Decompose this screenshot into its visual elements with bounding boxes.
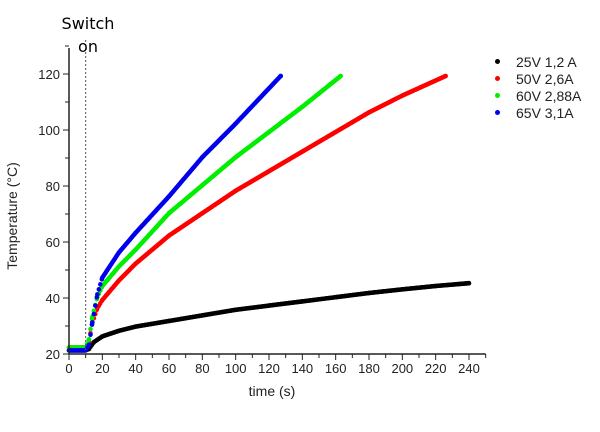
- x-tick-label: 20: [95, 361, 109, 376]
- x-tick-label: 40: [128, 361, 142, 376]
- legend-item: 65V 3,1A: [495, 104, 581, 121]
- legend-marker-icon: [495, 93, 500, 98]
- x-axis-label: time (s): [249, 383, 296, 399]
- y-axis-label: Temperature (°C): [4, 162, 20, 270]
- x-tick-label: 160: [325, 361, 347, 376]
- y-tick-label: 100: [38, 123, 60, 138]
- x-tick-label: 140: [291, 361, 313, 376]
- x-tick-label: 220: [425, 361, 447, 376]
- switch-label-line2: on: [78, 37, 98, 56]
- y-tick-label: 20: [46, 347, 60, 362]
- x-tick-label: 120: [258, 361, 280, 376]
- x-tick-label: 60: [162, 361, 176, 376]
- y-tick-label: 120: [38, 67, 60, 82]
- legend-item: 50V 2,6A: [495, 70, 581, 87]
- y-tick-label: 80: [46, 179, 60, 194]
- legend-label: 50V 2,6A: [516, 70, 574, 87]
- legend-item: 60V 2,88A: [495, 87, 581, 104]
- series-2: [66, 73, 343, 350]
- x-tick-label: 80: [195, 361, 209, 376]
- y-tick-label: 60: [46, 235, 60, 250]
- legend-label: 25V 1,2 A: [516, 53, 577, 70]
- legend-marker-icon: [495, 110, 500, 115]
- x-tick-label: 100: [225, 361, 247, 376]
- switch-label-line1: Switch: [61, 14, 115, 33]
- legend-marker-icon: [495, 76, 500, 81]
- legend-marker-icon: [495, 59, 500, 64]
- legend-label: 60V 2,88A: [516, 87, 582, 104]
- switch-on-annotation: Switch on: [60, 12, 116, 58]
- chart-legend: 25V 1,2 A 50V 2,6A 60V 2,88A 65V 3,1A: [495, 53, 581, 121]
- plot-area: [66, 73, 472, 353]
- series-0: [66, 280, 472, 353]
- y-tick-label: 40: [46, 291, 60, 306]
- x-tick-label: 200: [391, 361, 413, 376]
- legend-label: 65V 3,1A: [516, 104, 574, 121]
- series-3: [66, 73, 283, 353]
- legend-item: 25V 1,2 A: [495, 53, 581, 70]
- x-tick-label: 180: [358, 361, 380, 376]
- x-tick-label: 0: [65, 361, 72, 376]
- axes: 0 20 40 60 80 100 120 140 160 180 200 220 240 20 40 60 8…: [4, 40, 487, 399]
- x-tick-label: 240: [458, 361, 480, 376]
